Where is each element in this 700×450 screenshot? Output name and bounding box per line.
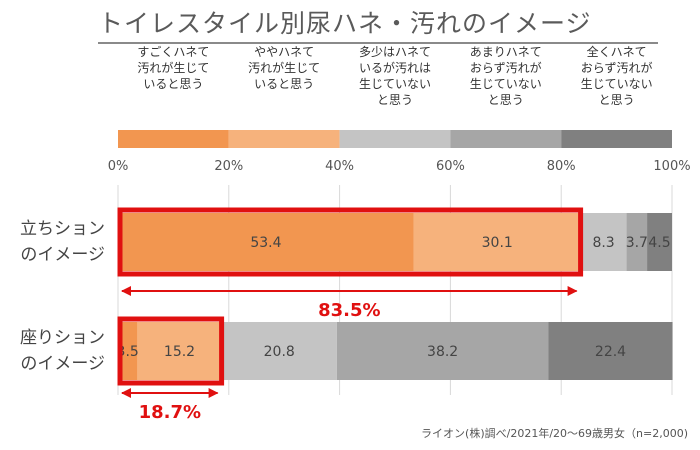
- bar-segment: [580, 213, 627, 271]
- bar-segment: [336, 322, 549, 380]
- data-label: 15.2: [164, 344, 195, 360]
- bar-segment: [118, 322, 138, 380]
- bar-segment: [221, 322, 337, 380]
- highlight-box: [117, 316, 225, 386]
- legend-swatch: [450, 130, 562, 148]
- x-tick-label: 80%: [547, 159, 576, 174]
- chart-title: トイレスタイル別尿ハネ・汚れのイメージ: [98, 4, 658, 44]
- source-note: ライオン(株)調べ/2021年/20～69歳男女（n=2,000): [421, 427, 688, 440]
- x-tick-label: 0%: [108, 159, 129, 174]
- legend-color-bar: [118, 130, 672, 148]
- x-tick-label: 40%: [325, 159, 354, 174]
- legend-item-label: ややハネて 汚れが生じて いると思う: [248, 45, 321, 91]
- bars: [118, 213, 673, 380]
- data-label: 8.3: [592, 235, 614, 251]
- data-labels: 53.4 30.1 8.3 3.7 4.53.5 15.2 20.8 38.2 22.4: [117, 235, 671, 360]
- annotation-label: 18.7%: [139, 402, 201, 423]
- legend-item-label: すごくハネて 汚れが生じて いると思う: [137, 45, 210, 91]
- category-label: 座りション のイメージ: [20, 328, 105, 374]
- bar-segment: [137, 322, 222, 380]
- legend-item-label: 多少はハネて いるが汚れは 生じていない と思う: [358, 45, 431, 107]
- legend-swatch: [339, 130, 451, 148]
- legend-swatch: [228, 130, 340, 148]
- data-label: 22.4: [595, 344, 626, 360]
- legend-item-label: 全くハネて おらず汚れが 生じていない と思う: [580, 45, 653, 107]
- bar-segment: [413, 213, 581, 271]
- category-label: 立ちション のイメージ: [20, 219, 105, 265]
- annotation-label: 83.5%: [318, 300, 380, 321]
- bar-segment: [548, 322, 673, 380]
- x-tick-label: 60%: [436, 159, 465, 174]
- bar-segment: [626, 213, 648, 271]
- bar-segment: [647, 213, 672, 271]
- legend-item-label: あまりハネて おらず汚れが 生じていない と思う: [469, 45, 542, 107]
- bar-segment: [118, 213, 414, 271]
- data-label: 53.4: [250, 235, 281, 251]
- axis-ticks: 0% 20% 40% 60% 80% 100%: [108, 159, 691, 174]
- data-label: 30.1: [482, 235, 513, 251]
- data-label: 4.5: [648, 235, 670, 251]
- data-label: 20.8: [264, 344, 295, 360]
- highlight-box: [117, 207, 584, 277]
- data-label: 3.7: [626, 235, 648, 251]
- legend-swatch: [118, 130, 229, 148]
- x-tick-label: 100%: [653, 159, 690, 174]
- annotations: 83.5% 18.7%: [117, 207, 584, 423]
- x-tick-label: 20%: [214, 159, 243, 174]
- legend-swatch: [561, 130, 672, 148]
- data-label: 38.2: [427, 344, 458, 360]
